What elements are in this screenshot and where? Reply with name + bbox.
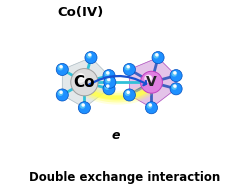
Polygon shape bbox=[129, 58, 158, 82]
Circle shape bbox=[172, 85, 176, 89]
Circle shape bbox=[60, 66, 62, 68]
Circle shape bbox=[148, 76, 151, 80]
Circle shape bbox=[127, 91, 129, 93]
Text: Co: Co bbox=[74, 75, 95, 90]
Circle shape bbox=[107, 85, 109, 87]
Circle shape bbox=[80, 75, 84, 79]
Circle shape bbox=[107, 72, 109, 74]
Circle shape bbox=[126, 91, 130, 95]
Circle shape bbox=[145, 75, 152, 82]
Circle shape bbox=[174, 85, 176, 87]
Polygon shape bbox=[84, 76, 109, 89]
Circle shape bbox=[56, 64, 68, 76]
Polygon shape bbox=[84, 82, 109, 108]
Text: e: e bbox=[112, 129, 120, 142]
Circle shape bbox=[76, 74, 85, 82]
Polygon shape bbox=[129, 70, 152, 95]
Text: V: V bbox=[146, 75, 157, 89]
Text: Co(IV): Co(IV) bbox=[58, 6, 104, 19]
Circle shape bbox=[152, 52, 164, 64]
Circle shape bbox=[56, 89, 68, 101]
Circle shape bbox=[140, 71, 162, 93]
Circle shape bbox=[154, 54, 158, 58]
Polygon shape bbox=[129, 82, 152, 108]
Circle shape bbox=[123, 64, 136, 76]
Polygon shape bbox=[152, 82, 176, 108]
Circle shape bbox=[103, 83, 115, 95]
Circle shape bbox=[172, 72, 176, 76]
Circle shape bbox=[80, 104, 85, 108]
Circle shape bbox=[127, 66, 129, 68]
Circle shape bbox=[126, 66, 130, 70]
Polygon shape bbox=[152, 58, 176, 82]
Polygon shape bbox=[152, 76, 176, 89]
Polygon shape bbox=[62, 70, 84, 95]
Circle shape bbox=[174, 72, 176, 74]
Circle shape bbox=[89, 54, 91, 56]
Circle shape bbox=[105, 85, 109, 89]
Circle shape bbox=[146, 102, 158, 114]
Circle shape bbox=[60, 91, 62, 93]
Circle shape bbox=[87, 54, 91, 58]
Circle shape bbox=[149, 104, 151, 106]
Circle shape bbox=[123, 89, 136, 101]
Circle shape bbox=[170, 83, 182, 95]
Circle shape bbox=[82, 104, 84, 106]
Circle shape bbox=[105, 72, 109, 76]
Circle shape bbox=[58, 91, 62, 95]
Polygon shape bbox=[84, 58, 109, 82]
Circle shape bbox=[58, 66, 62, 70]
Circle shape bbox=[170, 70, 182, 82]
Circle shape bbox=[103, 70, 115, 82]
Circle shape bbox=[148, 104, 152, 108]
Circle shape bbox=[85, 52, 97, 64]
Circle shape bbox=[78, 102, 90, 114]
Circle shape bbox=[156, 54, 158, 56]
Circle shape bbox=[106, 78, 110, 83]
Polygon shape bbox=[62, 58, 91, 82]
Circle shape bbox=[104, 76, 116, 88]
Circle shape bbox=[108, 78, 110, 81]
Polygon shape bbox=[62, 82, 84, 108]
Text: Double exchange interaction: Double exchange interaction bbox=[30, 171, 221, 184]
Circle shape bbox=[71, 69, 98, 96]
